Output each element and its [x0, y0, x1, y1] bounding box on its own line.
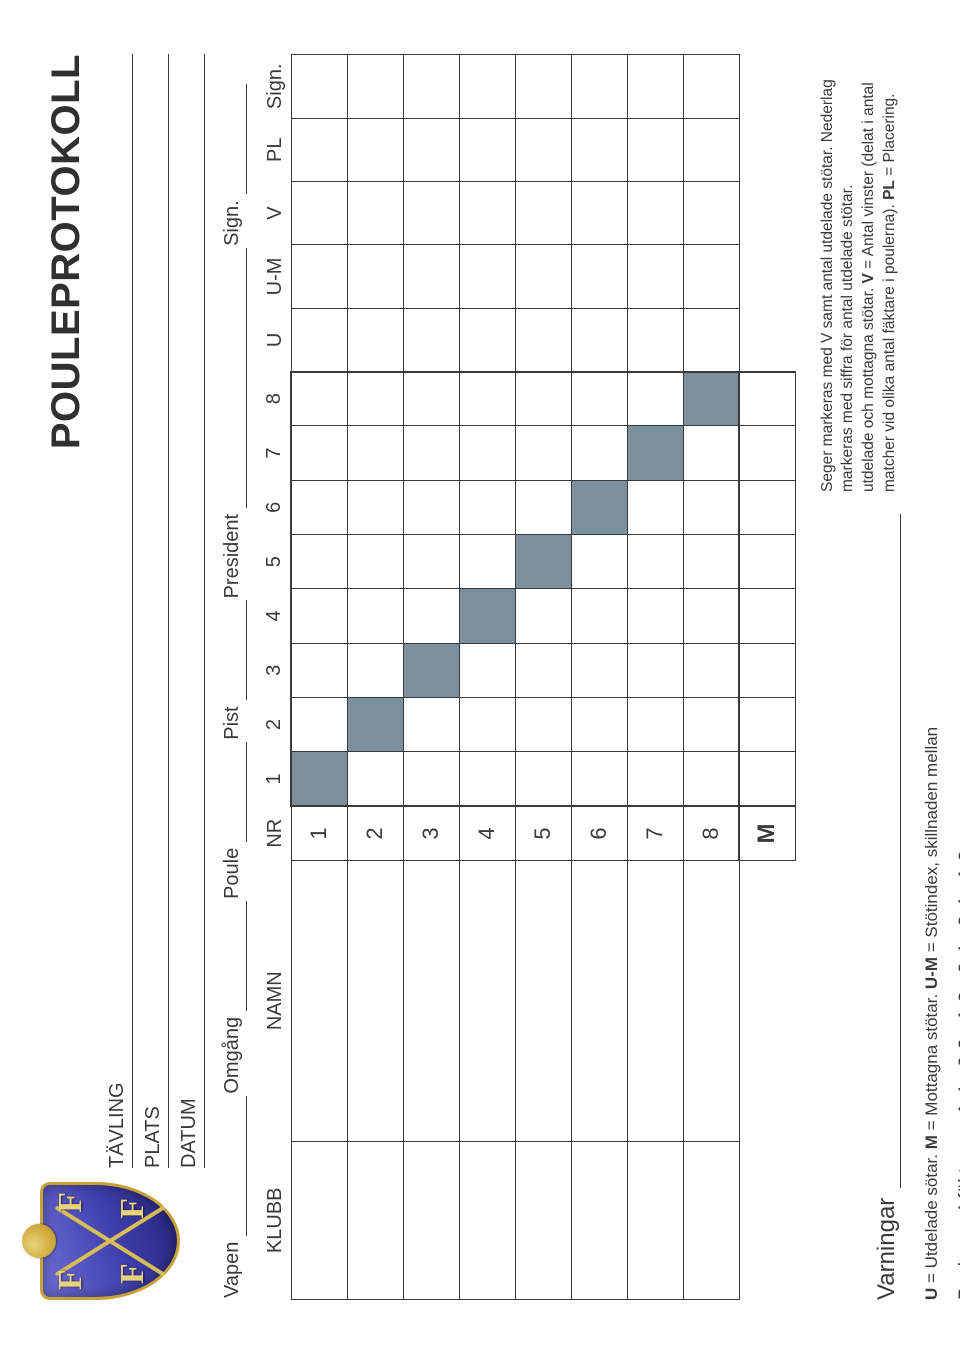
- label-datum: DATUM: [178, 1092, 204, 1168]
- order-row: Poule om 4 fäktare: 1-42-31-32-43-41-2: [956, 54, 960, 1300]
- col-klubb: KLUBB: [257, 1141, 291, 1299]
- table-header: KLUBB NAMN NR 1 2 3 4 5 6 7 8 U U-M V PL…: [257, 55, 291, 1300]
- table-row: 1: [291, 55, 347, 1300]
- order-label: Poule om 4 fäktare:: [956, 1132, 960, 1300]
- col-nr: NR: [257, 806, 291, 860]
- col-7: 7: [257, 426, 291, 480]
- order-seq: 1-42-31-32-43-41-2: [956, 850, 960, 1114]
- field-president[interactable]: [221, 248, 247, 508]
- label-tavling: TÄVLING: [106, 1076, 132, 1168]
- col-v: V: [257, 181, 291, 244]
- col-u: U: [257, 308, 291, 371]
- label-president: President: [221, 508, 247, 601]
- field-vapen[interactable]: [221, 1096, 247, 1236]
- label-vapen: Vapen: [221, 1236, 247, 1300]
- label-plats: PLATS: [142, 1100, 168, 1168]
- col-3: 3: [257, 643, 291, 697]
- col-namn: NAMN: [257, 860, 291, 1141]
- table-row: 2: [347, 55, 403, 1300]
- col-4: 4: [257, 589, 291, 643]
- table-row: 3: [403, 55, 459, 1300]
- field-pist[interactable]: [221, 600, 247, 700]
- pool-table: KLUBB NAMN NR 1 2 3 4 5 6 7 8 U U-M V PL…: [257, 54, 796, 1300]
- table-row: 5: [515, 55, 571, 1300]
- club-crest: F F F F: [40, 1182, 180, 1300]
- col-5: 5: [257, 534, 291, 588]
- notes-line2: utdelade och mottagna stötar. V = Antal …: [859, 54, 901, 492]
- field-poule[interactable]: [221, 742, 247, 842]
- label-sign: Sign.: [221, 194, 247, 248]
- page-title: POULEPROTOKOLL: [44, 54, 89, 1168]
- notes-line1: Seger markeras med V samt antal utdelade…: [818, 54, 860, 492]
- field-tavling[interactable]: TÄVLING: [99, 54, 133, 1168]
- field-datum[interactable]: DATUM: [171, 54, 205, 1168]
- col-2: 2: [257, 697, 291, 751]
- table-row: 7: [627, 55, 683, 1300]
- table-row: 6: [571, 55, 627, 1300]
- label-omgang: Omgång: [221, 1011, 247, 1096]
- table-row: 4: [459, 55, 515, 1300]
- label-varningar: Varningar: [873, 1188, 901, 1300]
- col-1: 1: [257, 752, 291, 806]
- match-order: Poule om 4 fäktare: 1-42-31-32-43-41-2Pou…: [956, 54, 960, 1300]
- header-row: F F F F POULEPROTOKOLL TÄVLING PLATS DAT…: [40, 54, 207, 1300]
- label-pist: Pist: [221, 700, 247, 741]
- notes-right: Seger markeras med V samt antal utdelade…: [818, 54, 902, 514]
- field-sign[interactable]: [221, 84, 247, 194]
- col-pl: PL: [257, 118, 291, 181]
- m-row: M: [739, 55, 795, 1300]
- legend: U = Utdelade sötar. M = Mottagna stötar.…: [921, 54, 944, 1300]
- field-omgang[interactable]: [221, 901, 247, 1011]
- field-plats[interactable]: PLATS: [135, 54, 169, 1168]
- col-6: 6: [257, 480, 291, 534]
- col-um: U-M: [257, 245, 291, 308]
- field-varningar[interactable]: [875, 514, 901, 1188]
- label-poule: Poule: [221, 842, 247, 901]
- info-strip: Vapen Omgång Poule Pist President Sign.: [221, 54, 247, 1300]
- varningar-row: Varningar Seger markeras med V samt anta…: [818, 54, 902, 1300]
- col-sign: Sign.: [257, 55, 291, 119]
- col-8: 8: [257, 372, 291, 426]
- table-row: 8: [683, 55, 739, 1300]
